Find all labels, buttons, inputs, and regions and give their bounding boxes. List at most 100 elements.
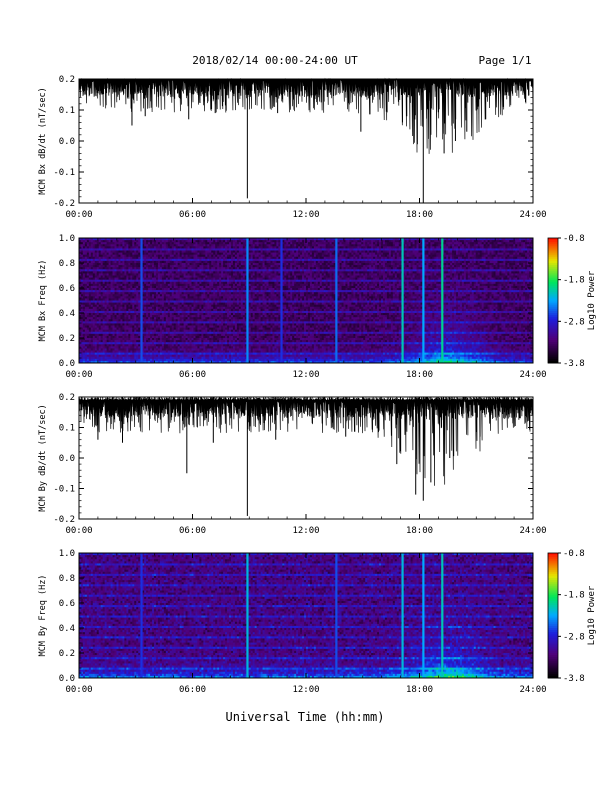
spectrogram-cell <box>134 313 137 316</box>
spectrogram-cell <box>82 358 86 362</box>
spectrogram-cell <box>98 250 102 253</box>
spectrogram-cell <box>142 340 145 343</box>
spectrogram-cell <box>128 242 131 245</box>
spectrogram-cell <box>100 331 104 335</box>
spectrogram-cell <box>100 248 104 251</box>
spectrogram-cell <box>100 258 104 262</box>
spectrogram-cell <box>84 258 88 262</box>
spectrogram-cell <box>146 313 149 316</box>
spectrogram-cell <box>98 325 102 328</box>
spectrogram-cell <box>165 281 169 285</box>
spectrogram-cell <box>88 252 92 256</box>
spectrogram-cell <box>104 319 108 322</box>
spectrogram-cell <box>124 267 127 270</box>
spectrogram-cell <box>161 346 165 349</box>
spectrogram-cell <box>79 279 82 283</box>
spectrogram-cell <box>128 246 131 249</box>
x-tick-label: 18:00 <box>406 210 433 220</box>
spectrogram-cell <box>163 333 167 337</box>
spectrogram-cell <box>136 242 139 245</box>
spectrogram-cell <box>148 275 151 278</box>
spectrogram-cell <box>167 319 171 322</box>
spectrogram-cell <box>106 263 109 266</box>
spectrogram-cell <box>128 319 131 322</box>
spectrogram-cell <box>134 319 137 322</box>
spectrogram-cell <box>152 333 155 337</box>
spectrogram-cell <box>150 313 153 316</box>
spectrogram-cell <box>169 285 173 289</box>
spectrogram-cell <box>128 281 131 285</box>
spectrogram-cell <box>106 338 109 341</box>
spectrogram-cell <box>150 356 153 360</box>
spectrogram-cell <box>118 285 121 289</box>
spectrogram-cell <box>165 315 169 318</box>
spectrogram-cell <box>108 315 111 318</box>
spectrogram-cell <box>159 273 163 276</box>
spectrogram-cell <box>155 352 159 356</box>
spectrogram-cell <box>88 256 92 260</box>
spectrogram-cell <box>79 348 82 351</box>
spectrogram-cell <box>126 304 129 308</box>
spectrogram-cell <box>88 246 92 249</box>
spectrogram-cell <box>100 338 104 341</box>
spectrogram-cell <box>84 327 88 331</box>
spectrogram-cell <box>163 306 167 310</box>
spectrogram-cell <box>100 285 104 289</box>
spectrogram-cell <box>114 296 117 299</box>
spectrogram-cell <box>122 277 125 281</box>
spectrogram-cell <box>163 358 167 362</box>
spectrogram-cell <box>130 354 133 358</box>
spectrogram-cell <box>159 240 163 243</box>
spectrogram-cell <box>102 342 106 345</box>
spectrogram-cell <box>100 238 104 241</box>
spectrogram-cell <box>110 275 113 278</box>
spectrogram-cell <box>161 294 165 297</box>
spectrogram-cell <box>110 256 113 260</box>
spectrogram-cell <box>155 331 159 335</box>
spectrogram-cell <box>142 331 145 335</box>
spectrogram-cell <box>96 275 100 278</box>
spectrogram-cell <box>152 348 155 351</box>
spectrogram-cell <box>169 329 173 333</box>
spectrogram-cell <box>96 327 100 331</box>
spectrogram-cell <box>132 271 135 274</box>
spectrogram-cell <box>94 350 98 353</box>
spectrogram-cell <box>120 296 123 299</box>
spectrogram-cell <box>104 242 108 245</box>
spectrogram-cell <box>132 317 135 320</box>
spectrogram-cell <box>96 342 100 345</box>
spectrogram-cell <box>148 265 151 268</box>
spectrogram-cell <box>94 250 98 253</box>
spectrogram-cell <box>102 317 106 320</box>
spectrogram-cell <box>98 283 102 287</box>
spectrogram-cell <box>150 250 153 253</box>
spectrogram-cell <box>126 258 129 262</box>
spectrogram-cell <box>80 275 84 278</box>
spectrogram-cell <box>144 283 147 287</box>
spectrogram-cell <box>104 275 108 278</box>
spectrogram-cell <box>138 283 141 287</box>
spectrogram-cell <box>134 302 137 306</box>
spectrogram-cell <box>96 346 100 349</box>
spectrogram-cell <box>146 254 149 258</box>
spectrogram-cell <box>100 242 104 245</box>
spectrogram-cell <box>106 294 109 297</box>
spectrogram-cell <box>167 338 171 341</box>
spectrogram-cell <box>88 260 92 264</box>
spectrogram-cell <box>90 323 94 326</box>
spectrogram-cell <box>150 323 153 326</box>
spectrogram-cell <box>128 288 131 291</box>
spectrogram-cell <box>114 358 117 362</box>
spectrogram-cell <box>116 267 119 270</box>
spectrogram-cell <box>104 325 108 328</box>
spectrogram-cell <box>106 352 109 356</box>
spectrogram-cell <box>142 290 145 293</box>
spectrogram-cell <box>167 308 171 312</box>
spectrogram-cell <box>130 258 133 262</box>
spectrogram-cell <box>150 240 153 243</box>
spectrogram-cell <box>142 275 145 278</box>
spectrogram-cell <box>96 283 100 287</box>
spectrogram-cell <box>138 271 141 274</box>
spectrogram-cell <box>104 331 108 335</box>
spectrogram-cell <box>86 317 90 320</box>
